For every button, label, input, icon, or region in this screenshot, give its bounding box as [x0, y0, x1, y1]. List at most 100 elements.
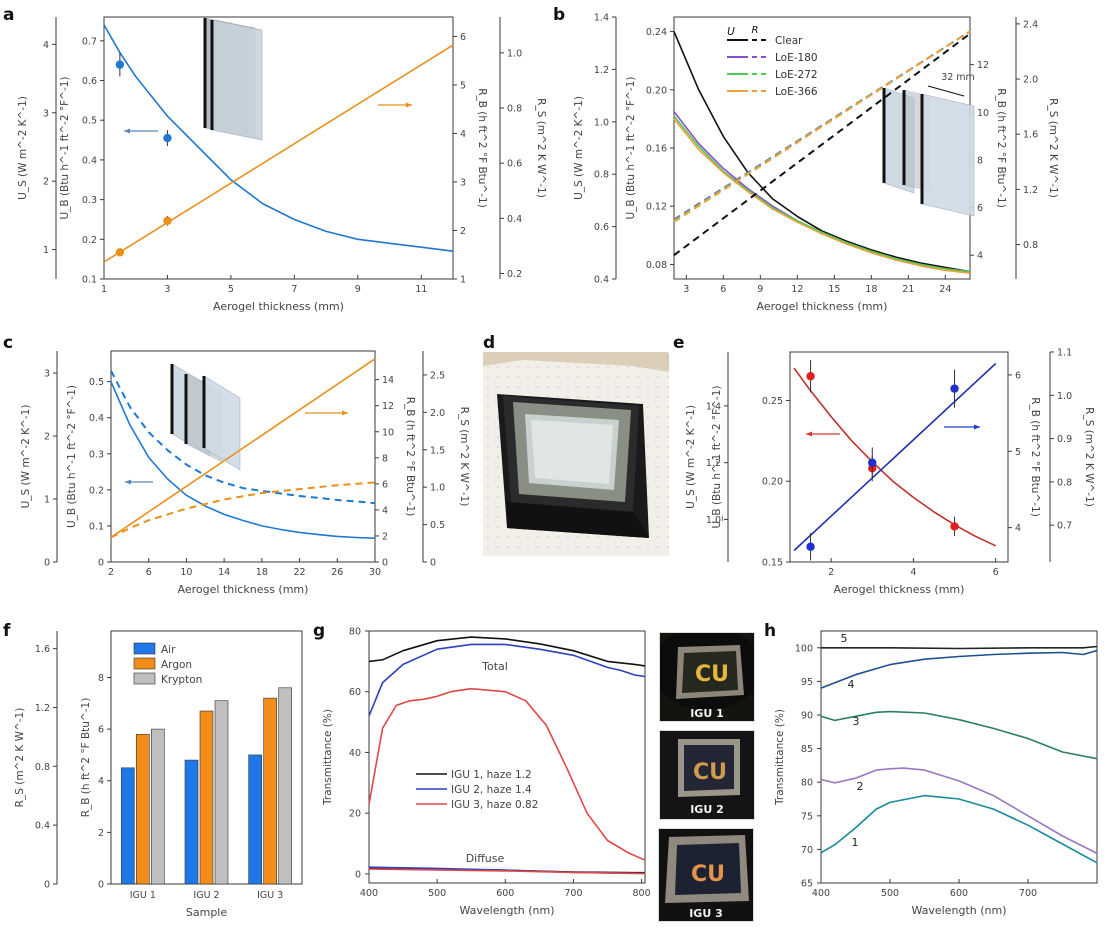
y-axis-a-outer-left-tick-label: 2	[43, 177, 49, 188]
bar-air-igu-3	[248, 754, 262, 885]
y-axis-b-outer-right-tick-label: 1.2	[1023, 185, 1038, 196]
y-axis-c-outer-right-tick-label: 0.5	[430, 520, 445, 531]
series-line-g-igu-3-haze-0-82	[368, 687, 646, 861]
x-tick-label-c: 14	[218, 567, 230, 578]
legend-swatch-f-air	[133, 642, 156, 655]
x-tick-label-b: 21	[902, 284, 914, 295]
bar-krypton-igu-3	[278, 687, 292, 885]
y-tick-label-h: 95	[801, 677, 813, 688]
y-axis-f-inner-left-label: R_B (h ft^2 °F Btu^-1)	[80, 698, 92, 818]
y-axis-c-inner-left-tick-label: 0.1	[89, 521, 104, 532]
y-axis-b-inner-left-tick-label: 0.12	[646, 202, 667, 213]
series-line-c-u-dashed	[110, 370, 376, 505]
photo-label-igu-3: IGU 3	[689, 907, 723, 920]
panel-letter-d: d	[483, 333, 495, 353]
glass-illustration-c-pane-2	[202, 375, 241, 471]
y-axis-c-outer-right-tick-label: 1.5	[430, 445, 445, 456]
y-axis-a-outer-left-label: U_S (W m^-2 K^-1)	[17, 96, 29, 200]
arrow-left-c-head	[125, 479, 131, 485]
y-axis-a-inner-right-tick-label: 3	[460, 177, 466, 188]
bar-air-igu-1	[121, 767, 135, 885]
y-axis-a-outer-right-tick-label: 1.0	[507, 48, 522, 59]
y-axis-b-outer-right-tick-label: 1.6	[1023, 130, 1038, 141]
series-line-e-u-fit	[793, 367, 997, 547]
series-line-g-igu-1-haze-1-2	[368, 636, 646, 667]
y-tick-label-h: 75	[801, 811, 813, 822]
y-tick-label-g: 20	[349, 809, 361, 820]
plot-frame-h	[820, 630, 1098, 884]
x-axis-label-c: Aerogel thickness (mm)	[178, 583, 309, 596]
y-axis-b-outer-left-tick-label: 0.6	[594, 222, 609, 233]
y-axis-c-outer-right-tick-label: 0	[430, 558, 436, 569]
y-tick-label-h: 100	[795, 643, 813, 654]
y-axis-a-inner-right-tick-label: 6	[460, 32, 466, 43]
series-line-b-clear-r	[673, 32, 971, 257]
data-point-e	[950, 384, 959, 393]
y-axis-c-inner-left-tick-label: 0.4	[89, 413, 104, 424]
panel-letter-g: g	[313, 621, 325, 641]
photo-igu-3: CU IGU 3	[658, 828, 754, 922]
y-axis-b-inner-right-tick-label: 10	[977, 108, 989, 119]
data-point-a	[115, 248, 125, 257]
x-tick-label-h: 600	[950, 888, 968, 899]
y-axis-b-inner-left-label: U_B (Btu h^-1 ft^-2 °F^-1)	[625, 76, 637, 219]
y-axis-e-inner-left-tick-label: 0.20	[762, 477, 783, 488]
legend-label-g: IGU 2, haze 1.4	[451, 784, 532, 796]
y-axis-e-outer-right-tick-label: 0.7	[1057, 521, 1072, 532]
y-tick-label-g: 40	[349, 748, 361, 759]
y-tick-label-h: 90	[801, 711, 813, 722]
y-axis-b-outer-left-label: U_S (W m^-2 K^-1)	[573, 96, 585, 200]
photo-label-igu-2: IGU 2	[690, 803, 724, 816]
y-axis-a-outer-right-label: R_S (m^2 K W^-1)	[535, 98, 547, 198]
y-axis-e-inner-left-tick-label: 0.25	[762, 396, 783, 407]
y-axis-b-inner-left-tick-label: 0.08	[646, 260, 667, 271]
series-line-b-loe-366-u	[673, 118, 971, 274]
bar-argon-igu-1	[136, 733, 150, 885]
y-axis-c-outer-left-tick-label: 0	[44, 558, 50, 569]
x-tick-label-c: 6	[146, 567, 152, 578]
y-axis-b-outer-left-tick-label: 1.4	[594, 13, 609, 24]
curve-label-h-4: 4	[848, 678, 855, 691]
bar-krypton-igu-1	[151, 728, 165, 885]
legend-swatch-f-krypton	[133, 672, 156, 685]
photo-aerogel-window-drawing	[483, 352, 669, 556]
glass-illustration-a-front-glass	[211, 19, 263, 141]
panel-letter-e: e	[673, 333, 685, 353]
y-axis-c-inner-right-tick-label: 2	[382, 531, 388, 542]
annotation-total-g: Total	[481, 660, 508, 673]
legend-label-b: LoE-366	[775, 86, 818, 98]
y-axis-c-inner-left-tick-label: 0.3	[89, 449, 104, 460]
x-tick-label-c: 18	[256, 567, 268, 578]
y-axis-a-inner-right-tick-label: 4	[460, 129, 466, 140]
x-tick-label-h: 400	[812, 888, 830, 899]
y-axis-e-outer-right-tick-label: 1.1	[1057, 348, 1072, 359]
y-axis-a-inner-right-tick-label: 2	[460, 226, 466, 237]
y-axis-c-inner-right-tick-label: 8	[382, 453, 388, 464]
y-axis-c-inner-right-tick-label: 6	[382, 479, 388, 490]
x-tick-label-b: 3	[683, 284, 689, 295]
x-tick-label-g: 800	[633, 888, 651, 899]
y-axis-c-inner-right-label: R_B (h ft^2 °F Btu^-1)	[404, 397, 416, 517]
y-axis-f-inner-left-tick-label: 8	[98, 673, 104, 684]
y-axis-b-outer-right-tick-label: 2.0	[1023, 75, 1038, 86]
series-line-h-1	[820, 794, 1098, 864]
panel-letter-a: a	[3, 5, 14, 25]
y-axis-c-outer-left-tick-label: 1	[44, 495, 50, 506]
bar-krypton-igu-2	[214, 700, 229, 885]
x-tick-label-b: 18	[865, 284, 877, 295]
data-point-e	[806, 372, 815, 381]
y-axis-f-outer-left-tick-label: 0	[44, 880, 50, 891]
x-tick-label-c: 22	[294, 567, 306, 578]
bar-argon-igu-3	[263, 697, 277, 885]
y-axis-f-outer-left-tick-label: 1.2	[35, 703, 50, 714]
y-axis-b-inner-right-label: R_B (h ft^2 °F Btu^-1)	[995, 88, 1007, 208]
data-point-e	[868, 458, 877, 467]
x-tick-label-c: 10	[180, 567, 192, 578]
y-axis-a-inner-left-tick-label: 0.2	[82, 235, 97, 246]
y-axis-f-outer-left-tick-label: 0.4	[35, 821, 50, 832]
y-axis-a-outer-right-tick-label: 0.8	[507, 104, 522, 115]
y-axis-e-inner-right-tick-label: 5	[1015, 447, 1021, 458]
y-tick-label-g: 80	[349, 627, 361, 638]
y-axis-c-inner-left-tick-label: 0.2	[89, 485, 104, 496]
